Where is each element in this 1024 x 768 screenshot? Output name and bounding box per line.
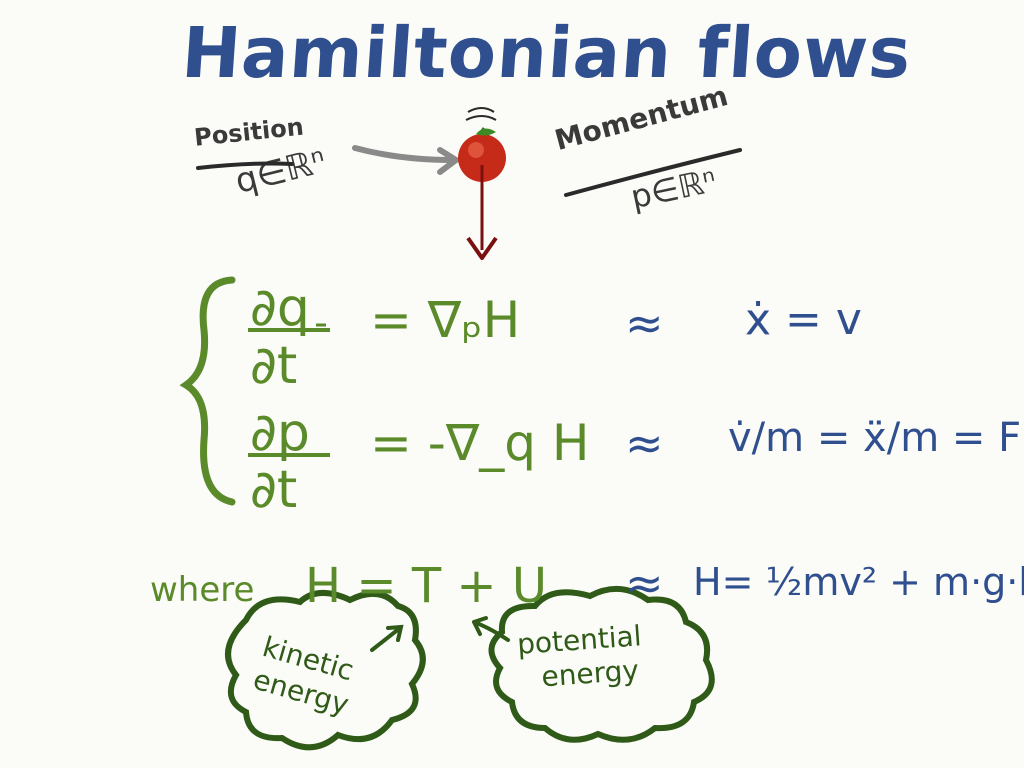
hamiltonian-energy: H= ½mv² + m·g·h [693, 560, 1024, 604]
potential-energy-label: potential energy [516, 619, 645, 695]
eq1-lhs-denominator: ∂t [250, 336, 298, 396]
potential-arrow [472, 616, 510, 642]
curly-brace [179, 276, 236, 506]
eq1-lhs-numerator: ∂q [250, 278, 310, 338]
kinetic-arrow [370, 624, 404, 652]
apple-icon [458, 127, 506, 182]
eq2-lhs-numerator: ∂p [250, 403, 310, 463]
eq2-rhs: = -∇_q H [370, 414, 590, 472]
momentum-underline [564, 148, 742, 197]
eq2-approx: ≈ [625, 416, 664, 470]
kinetic-cloud [225, 590, 426, 751]
eq1-rhs: = ∇ₚH [370, 291, 521, 349]
eq2-lhs-denominator: ∂t [250, 460, 298, 520]
where-label: where [150, 570, 255, 610]
eq1-analogy: ẋ = v [745, 294, 862, 345]
hamiltonian-definition: H = T + U [305, 558, 548, 614]
position-underline [196, 161, 294, 170]
position-arrow [352, 145, 455, 163]
motion-lines-icon [465, 107, 497, 121]
eq2-analogy: v̇/m = ẍ/m = F [728, 415, 1022, 461]
energy-approx: ≈ [625, 556, 664, 610]
eq1-approx: ≈ [625, 296, 664, 350]
potential-cloud [488, 585, 715, 743]
